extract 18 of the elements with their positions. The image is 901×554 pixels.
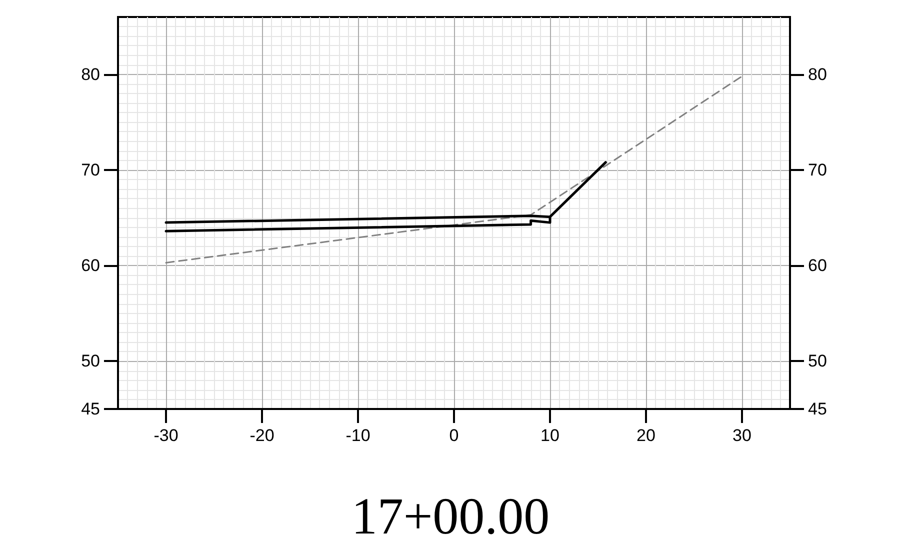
y2-tick-label: 50: [808, 352, 827, 371]
x-tick-label: 30: [732, 426, 752, 445]
y-tick-label: 45: [81, 400, 100, 418]
x-tick-label: -30: [154, 426, 178, 445]
x-axis-title: 17+00.00: [351, 488, 550, 546]
y-tick-label: 50: [81, 352, 100, 371]
x-tick-label: 20: [636, 426, 656, 445]
x-tick-label: -20: [250, 426, 274, 445]
y2-tick-label: 60: [808, 256, 827, 276]
y-tick-label: 70: [81, 160, 100, 180]
y-tick-label: 60: [81, 256, 100, 276]
x-tick-label: 10: [540, 426, 560, 445]
x-tick-label: -10: [346, 426, 370, 445]
y-tick-label: 80: [81, 64, 100, 84]
x-tick-label: 0: [449, 426, 459, 445]
y2-tick-label: 45: [808, 400, 827, 418]
y2-tick-label: 80: [808, 64, 827, 84]
y2-tick-label: 70: [808, 160, 827, 180]
